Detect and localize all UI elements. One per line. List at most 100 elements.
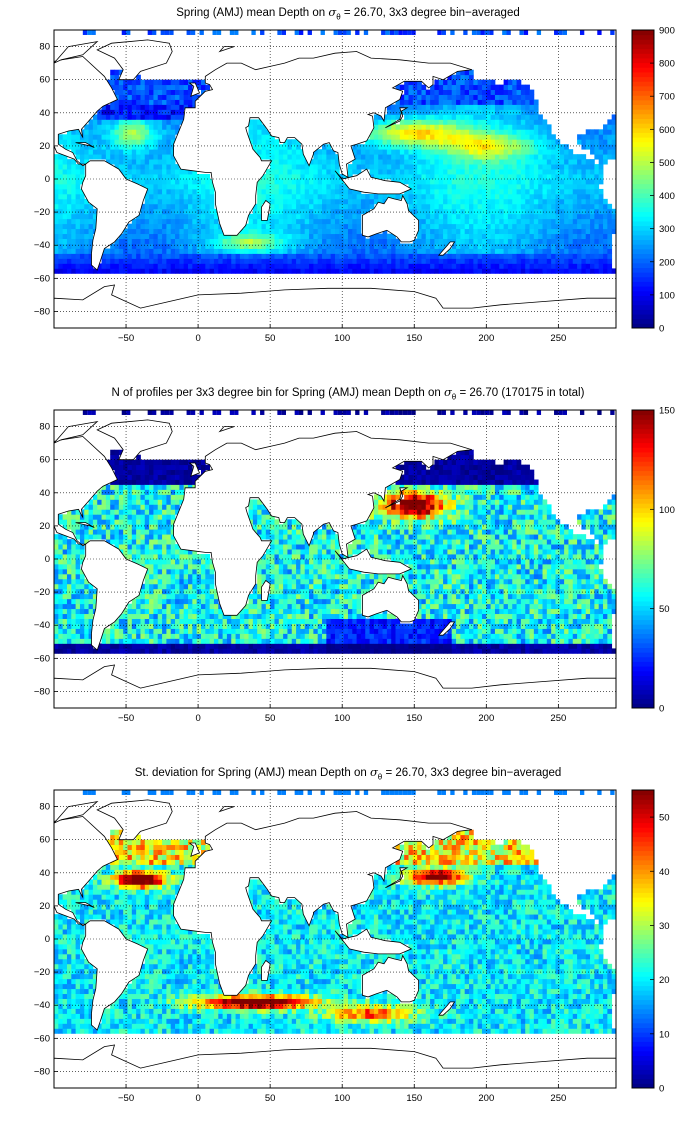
bin-cell xyxy=(209,638,215,644)
bin-cell xyxy=(421,159,427,165)
bin-cell xyxy=(58,588,64,595)
bin-cell xyxy=(494,183,500,190)
bin-cell xyxy=(603,223,608,230)
bin-cell xyxy=(101,114,107,120)
bin-cell xyxy=(58,608,64,615)
bin-cell xyxy=(481,89,487,95)
bin-cell xyxy=(611,129,617,135)
bin-cell xyxy=(75,578,81,585)
bin-cell xyxy=(525,104,530,110)
bin-cell xyxy=(101,534,107,540)
bin-cell xyxy=(356,258,362,264)
bin-cell xyxy=(66,253,72,259)
bin-cell xyxy=(205,628,211,634)
bin-cell xyxy=(62,519,68,525)
bin-cell xyxy=(75,179,81,185)
bin-cell xyxy=(365,238,370,244)
bin-cell xyxy=(520,134,526,140)
bin-cell xyxy=(179,223,185,230)
bin-cell xyxy=(352,208,358,215)
bin-cell xyxy=(373,129,379,135)
bin-cell xyxy=(555,154,561,160)
bin-cell xyxy=(546,193,552,200)
bin-cell xyxy=(421,114,427,120)
bin-cell xyxy=(149,248,154,254)
bin-cell xyxy=(559,238,565,244)
bin-cell xyxy=(430,198,435,205)
bin-cell xyxy=(257,203,262,210)
bin-cell xyxy=(162,534,167,540)
bin-cell xyxy=(153,179,159,185)
coastline-greenland xyxy=(96,39,173,81)
bin-cell xyxy=(149,573,154,580)
bin-cell xyxy=(417,253,422,259)
bin-cell xyxy=(114,509,120,515)
bin-cell xyxy=(149,514,154,520)
bin-cell xyxy=(131,218,137,225)
bin-cell xyxy=(92,124,98,130)
bin-cell xyxy=(598,253,604,259)
bin-cell xyxy=(97,648,102,654)
x-tick-label: 200 xyxy=(478,333,494,344)
bin-cell xyxy=(213,243,219,249)
bin-cell xyxy=(469,109,474,115)
bin-cell xyxy=(136,479,141,485)
bin-cell xyxy=(447,109,453,115)
bin-cell xyxy=(149,554,154,560)
bin-cell xyxy=(231,628,236,634)
bin-cell xyxy=(62,563,68,570)
bin-cell xyxy=(503,99,509,105)
bin-cell xyxy=(149,99,154,105)
bin-cell xyxy=(157,183,163,190)
colorbar-step xyxy=(632,262,654,268)
bin-cell xyxy=(252,514,258,520)
bin-cell xyxy=(347,268,353,274)
bin-cell xyxy=(365,268,370,274)
bin-cell xyxy=(123,238,128,244)
bin-cell xyxy=(213,208,219,215)
bin-cell xyxy=(594,179,600,185)
bin-cell xyxy=(300,188,306,195)
bin-cell xyxy=(581,183,587,190)
bin-cell xyxy=(209,628,215,634)
bin-cell xyxy=(140,479,146,485)
bin-cell xyxy=(140,554,146,560)
bin-cell xyxy=(546,213,552,220)
bin-cell xyxy=(434,243,440,249)
bin-cell xyxy=(136,544,141,550)
bin-cell xyxy=(183,183,189,190)
bin-cell xyxy=(114,618,120,624)
bin-cell xyxy=(231,638,236,644)
bin-cell xyxy=(577,228,582,235)
bin-cell xyxy=(66,238,72,244)
bin-cell xyxy=(300,154,306,160)
bin-cell xyxy=(456,228,461,235)
bin-cell xyxy=(218,253,223,259)
bin-cell xyxy=(568,243,574,249)
bin-cell xyxy=(525,253,530,259)
bin-cell xyxy=(153,464,159,470)
bin-cell xyxy=(192,253,198,259)
bin-cell xyxy=(175,563,180,570)
bin-cell xyxy=(162,253,167,259)
bin-cell xyxy=(118,544,124,550)
bin-cell xyxy=(75,613,81,619)
bin-cell xyxy=(175,499,180,505)
bin-cell xyxy=(157,203,163,210)
bin-cell xyxy=(404,248,409,254)
bin-cell xyxy=(175,613,180,619)
bin-cell xyxy=(425,139,431,145)
bin-cell xyxy=(456,179,461,185)
bin-cell xyxy=(114,499,120,505)
bin-cell xyxy=(84,233,89,239)
bin-cell xyxy=(283,208,288,215)
bin-cell xyxy=(477,183,483,190)
bin-cell xyxy=(62,544,68,550)
bin-cell xyxy=(278,233,284,239)
bin-cell xyxy=(330,174,336,180)
bin-cell xyxy=(551,223,556,230)
bin-cell xyxy=(213,238,219,244)
bin-cell xyxy=(58,203,64,210)
bin-cell xyxy=(257,638,262,644)
bin-cell xyxy=(62,213,68,220)
